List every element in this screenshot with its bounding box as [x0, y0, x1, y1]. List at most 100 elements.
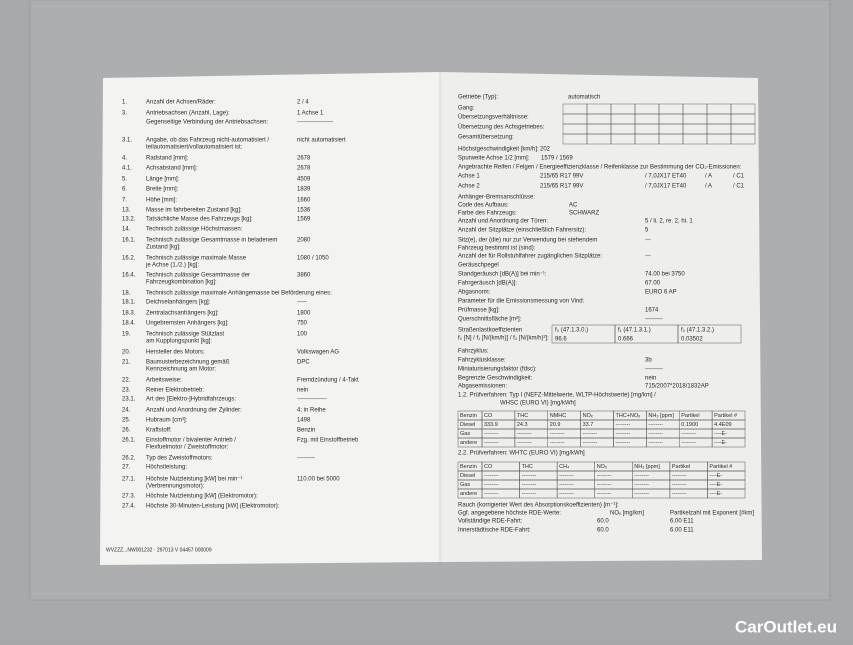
row-value: NOₓ [mg/km] — [610, 511, 644, 517]
row-number: 5. — [122, 177, 127, 183]
row-number: 23. — [122, 388, 131, 394]
table-cell-text: -------- — [522, 482, 537, 488]
table-cell-text: Diesel — [460, 473, 475, 479]
row-label: 1.2. Prüfverfahren: Typ I (NEFZ-Mittelwe… — [458, 393, 656, 399]
table-cell-text: Partikel # — [714, 413, 738, 419]
table-cell-text: -------- — [648, 440, 663, 446]
row-label: Hubraum [cm³]: — [146, 418, 188, 424]
row-value: --- — [645, 254, 651, 260]
row-value: 5 / li. 2, re. 2, hi. 1 — [645, 219, 693, 225]
row-label: 2.2. Prüfverfahren: WHTC (EURO VI) [mg/k… — [458, 451, 585, 457]
row-value: / A — [705, 174, 712, 180]
table-cell-text: -------- — [522, 473, 537, 479]
table-cell-text: -------- — [634, 482, 649, 488]
row-label: Breite [mm]: — [146, 187, 179, 193]
row-label: Technisch zulässige Gesamtmasse in belad… — [146, 238, 277, 244]
table-cell-text: -------- — [634, 473, 649, 479]
row-number: 3. — [122, 111, 127, 117]
row-number: 3.1. — [122, 138, 132, 144]
row-label: Abgasemissionen: — [458, 384, 507, 390]
road-load-header: f₁ (47.1.3.1.) — [618, 328, 651, 334]
table-cell-text: -------- — [597, 491, 612, 497]
road-load-value: 0.666 — [618, 337, 634, 343]
row-value: Benzin — [297, 428, 315, 434]
table-cell-text: THC — [522, 464, 533, 470]
row-label: am Kupplungspunkt [kg]: — [146, 339, 212, 345]
table-cell-text: 20.9 — [550, 422, 561, 428]
row-label: Straßenlastkoeffizienten — [458, 328, 522, 334]
row-number: 16.4. — [122, 273, 136, 279]
table-cell-text: Partikel # — [709, 464, 733, 470]
row-label: Getriebe (Typ): — [458, 95, 498, 101]
row-value: --------- — [645, 317, 663, 323]
row-number: 27.1. — [122, 477, 136, 483]
table-cell-text: -------- — [681, 431, 696, 437]
row-label: Angebrachte Reifen / Felgen / Energieeff… — [458, 165, 742, 171]
row-value: 4509 — [297, 177, 311, 183]
row-value: 215/65 R17 99V — [540, 184, 583, 190]
row-label: Sitz(e), der (die) nur zur Verwendung be… — [458, 238, 597, 244]
row-value: 2678 — [297, 156, 311, 162]
table-cell-text: -------- — [616, 431, 631, 437]
row-number: 27.4. — [122, 504, 136, 510]
row-value: 202 — [540, 147, 551, 153]
row-value: --------------- — [297, 397, 327, 403]
road-load-cell — [677, 324, 742, 344]
row-label: Tatsächliche Masse des Fahrzeugs [kg]: — [146, 217, 253, 223]
table-cell-text: Benzin — [460, 413, 477, 419]
table-cell-text: -------- — [616, 422, 631, 428]
row-label: Abgasnorm: — [458, 290, 491, 296]
row-label: Parameter für die Emissionsmessung von V… — [458, 299, 585, 305]
row-value: 750 — [297, 321, 308, 327]
row-value: --------- — [297, 456, 315, 462]
row-value: 1498 — [297, 418, 311, 424]
row-value: 74.00 bei 3750 — [645, 272, 685, 278]
table-cell-text: ----E- — [709, 482, 722, 488]
row-value: 67.00 — [645, 281, 661, 287]
table-cell-text: ----E- — [714, 431, 727, 437]
table-cell-text: NH₃ [ppm] — [634, 464, 660, 470]
table-cell-text: THC — [517, 413, 528, 419]
row-number: 4. — [122, 156, 127, 162]
row-value: --- — [645, 238, 651, 244]
table-cell-text: -------- — [672, 491, 687, 497]
row-label: Innerstädtische RDE-Fahrt: — [458, 528, 531, 534]
row-number: 4.1. — [122, 166, 132, 172]
row-label: Länge [mm]: — [146, 177, 180, 183]
row-value: SCHWARZ — [569, 211, 599, 217]
row-label: Gegenseitige Verbindung der Antriebsachs… — [146, 120, 268, 126]
row-value: Fremdzündung / 4-Takt — [297, 378, 359, 384]
row-label: Fahrzeugkombination [kg]: — [146, 280, 217, 286]
row-value: / C1 — [733, 184, 745, 190]
table-cell-text: andere — [460, 491, 477, 497]
row-label: Deichselanhängers [kg]: — [146, 300, 211, 306]
row-value: 100 — [297, 332, 308, 338]
watermark: CarOutlet.eu — [735, 617, 837, 636]
row-value: 4; in Reihe — [297, 408, 326, 414]
row-label: Hersteller des Motors: — [146, 350, 205, 356]
row-number: 16.1. — [122, 238, 136, 244]
row-number: 13.2. — [122, 217, 136, 223]
table-cell-text: Gas — [460, 482, 470, 488]
row-label: Kennzeichnung am Motor: — [146, 367, 216, 373]
row-label: Reiner Elektrobetrieb: — [146, 388, 204, 394]
table-cell-text: -------- — [484, 431, 499, 437]
table-cell-text: ----E- — [709, 473, 722, 479]
table-cell-text: -------- — [550, 440, 565, 446]
row-number: 26. — [122, 428, 131, 434]
row-label: Art des [Elektro-]Hybridfahrzeugs: — [146, 397, 236, 403]
row-number: 26.2. — [122, 456, 136, 462]
table-cell-text: -------- — [672, 473, 687, 479]
row-value: 2678 — [297, 166, 311, 172]
row-value: 6.00 E11 — [670, 519, 694, 525]
table-cell-text: -------- — [597, 473, 612, 479]
table-cell-text: NOₓ — [597, 464, 607, 470]
row-value: 2080 — [297, 238, 311, 244]
row-value: ----- — [297, 300, 307, 306]
row-label: Rauch (korrigierter Wert des Absorptions… — [458, 503, 619, 509]
row-number: 7. — [122, 198, 127, 204]
table-cell-text: -------- — [517, 440, 532, 446]
table-cell — [711, 437, 746, 448]
table-cell-text: -------- — [484, 482, 499, 488]
table-cell-text: andere — [460, 440, 477, 446]
